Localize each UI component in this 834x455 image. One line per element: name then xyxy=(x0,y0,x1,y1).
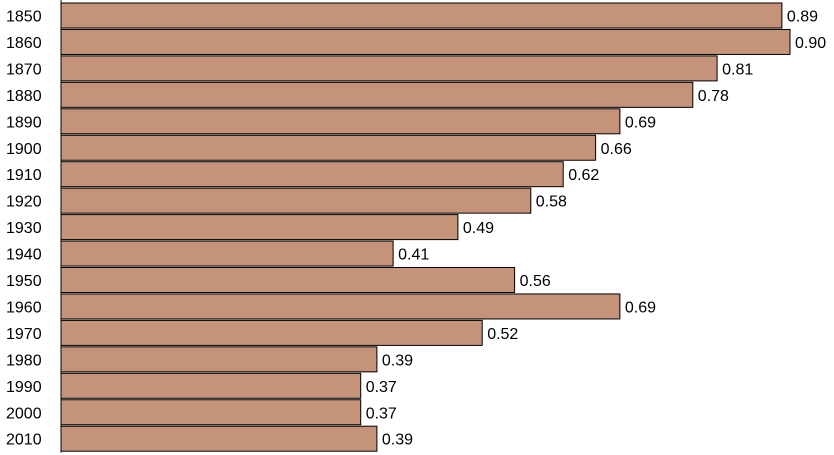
bar-1850 xyxy=(60,2,783,29)
value-label: 0.39 xyxy=(382,432,413,449)
value-label: 0.37 xyxy=(366,379,397,396)
value-label: 0.37 xyxy=(366,405,397,422)
category-label: 1900 xyxy=(6,141,42,158)
category-label: 1880 xyxy=(6,88,42,105)
category-label: 1980 xyxy=(6,352,42,369)
bar-1980 xyxy=(60,346,378,373)
bar-2000 xyxy=(60,399,362,426)
category-label: 1960 xyxy=(6,299,42,316)
bar-1870 xyxy=(60,55,718,82)
category-label: 1940 xyxy=(6,247,42,264)
bar-1970 xyxy=(60,319,483,346)
value-label: 0.62 xyxy=(568,167,599,184)
category-label: 2000 xyxy=(6,405,42,422)
category-label: 1870 xyxy=(6,61,42,78)
value-label: 0.66 xyxy=(601,141,632,158)
value-label: 0.78 xyxy=(698,88,729,105)
bar-1860 xyxy=(60,28,791,55)
category-label: 1910 xyxy=(6,167,42,184)
value-label: 0.90 xyxy=(795,35,826,52)
category-label: 2010 xyxy=(6,432,42,449)
bar-1950 xyxy=(60,267,516,293)
bar-1900 xyxy=(60,134,597,161)
value-label: 0.39 xyxy=(382,352,413,369)
value-label: 0.41 xyxy=(398,247,429,264)
bar-1990 xyxy=(60,372,362,399)
value-label: 0.69 xyxy=(625,114,656,131)
value-label: 0.58 xyxy=(536,194,567,211)
bar-1920 xyxy=(60,187,532,214)
bar-1930 xyxy=(60,214,459,241)
bar-1960 xyxy=(60,293,621,320)
category-label: 1990 xyxy=(6,379,42,396)
bar-1880 xyxy=(60,81,694,108)
value-label: 0.81 xyxy=(722,61,753,78)
category-label: 1970 xyxy=(6,326,42,343)
value-label: 0.69 xyxy=(625,299,656,316)
bars-group xyxy=(60,2,791,452)
bar-2010 xyxy=(60,425,378,452)
bar-1890 xyxy=(60,108,621,135)
category-labels-group: 1850 1860 1870 1880 1890 1900 1910 1920 1930 1940… xyxy=(6,9,42,449)
value-labels-group: 0.89 0.90 0.81 0.78 0.69 0.660.620.58 0.49 0.41… xyxy=(366,9,827,449)
bar-1940 xyxy=(60,240,394,267)
bar-1910 xyxy=(60,161,564,188)
category-label: 1930 xyxy=(6,220,42,237)
category-label: 1920 xyxy=(6,194,42,211)
value-label: 0.89 xyxy=(787,9,818,26)
value-label: 0.52 xyxy=(487,326,518,343)
category-label: 1850 xyxy=(6,9,42,26)
value-label: 0.56 xyxy=(520,273,551,290)
category-label: 1890 xyxy=(6,114,42,131)
category-label: 1860 xyxy=(6,35,42,52)
category-label: 1950 xyxy=(6,273,42,290)
value-label: 0.49 xyxy=(463,220,494,237)
